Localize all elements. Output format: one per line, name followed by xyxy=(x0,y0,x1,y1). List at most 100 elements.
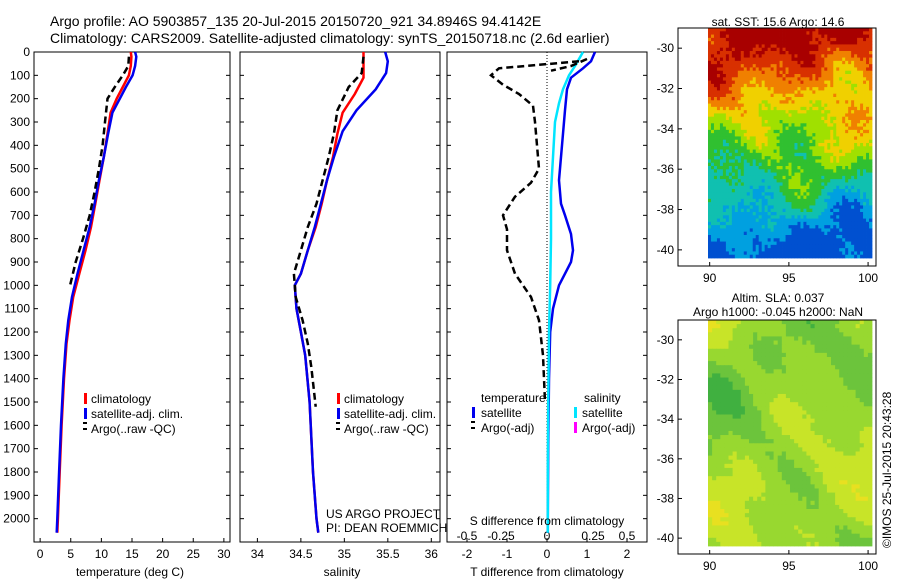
map-cell xyxy=(806,44,810,49)
map-cell xyxy=(740,369,746,374)
map-cell xyxy=(713,166,718,170)
map-cell xyxy=(814,381,820,387)
map-cell xyxy=(743,208,748,213)
map-cell xyxy=(822,320,828,325)
map-cell xyxy=(851,126,855,131)
map-cell xyxy=(785,221,789,226)
map-cell xyxy=(755,113,760,118)
map-cell xyxy=(744,373,750,378)
map-cell xyxy=(761,70,766,75)
map-cell xyxy=(794,361,799,366)
map-cell xyxy=(830,185,834,190)
map-cell xyxy=(830,202,834,206)
map-cell xyxy=(800,228,804,233)
map-cell xyxy=(764,149,769,154)
map-cell xyxy=(773,328,779,333)
map-cell xyxy=(830,67,834,72)
map-cell xyxy=(749,406,754,411)
map-cell xyxy=(725,47,730,52)
map-cell xyxy=(734,156,739,160)
map-cell xyxy=(866,67,870,72)
map-cell xyxy=(743,51,748,55)
map-cell xyxy=(740,344,746,350)
map-cell xyxy=(857,189,861,193)
map-cell xyxy=(794,189,798,193)
map-cell xyxy=(818,235,822,239)
map-cell xyxy=(859,320,865,325)
map-cell xyxy=(857,51,861,55)
map-cell xyxy=(821,208,825,213)
map-cell xyxy=(716,83,721,88)
map-cell xyxy=(809,93,813,98)
map-cell xyxy=(854,146,858,150)
map-cell xyxy=(731,41,736,45)
map-cell xyxy=(857,248,861,252)
map-cell xyxy=(791,31,795,35)
map-cell xyxy=(779,106,783,111)
map-cell xyxy=(824,64,828,68)
map-cell xyxy=(770,228,774,233)
map-cell xyxy=(708,103,712,108)
map-cell xyxy=(814,320,820,325)
map-cell xyxy=(824,185,828,190)
map-cell xyxy=(851,231,855,236)
map-cell xyxy=(848,228,852,233)
map-cell xyxy=(845,169,849,173)
map-cell xyxy=(725,67,730,72)
map-cell xyxy=(839,103,843,108)
map-cell xyxy=(855,381,861,387)
map-cell xyxy=(860,241,864,246)
map-cell xyxy=(854,136,858,141)
map-cell xyxy=(827,143,831,147)
map-cell xyxy=(743,31,748,35)
map-cell xyxy=(839,110,843,114)
map-cell xyxy=(708,156,712,160)
map-cell xyxy=(845,244,849,249)
map-cell xyxy=(773,352,779,358)
map-cell xyxy=(767,70,772,75)
map-cell xyxy=(736,356,742,362)
map-cell xyxy=(833,93,837,98)
map-cell xyxy=(758,244,763,249)
map-cell xyxy=(740,67,745,72)
map-cell xyxy=(746,90,751,95)
map-cell xyxy=(857,228,861,233)
map-cell xyxy=(708,159,712,164)
map-cell xyxy=(831,344,836,350)
map-cell xyxy=(809,175,813,180)
map-cell xyxy=(797,126,801,131)
map-cell xyxy=(860,215,864,219)
map-cell xyxy=(867,381,873,387)
map-cell xyxy=(713,212,718,216)
map-cell xyxy=(794,77,798,81)
map-cell xyxy=(773,47,777,52)
map-cell xyxy=(848,103,852,108)
map-cell xyxy=(743,241,748,246)
map-cell xyxy=(860,100,864,104)
map-cell xyxy=(857,149,861,154)
map-cell xyxy=(800,156,804,160)
map-cell xyxy=(845,205,849,210)
map-cell xyxy=(773,74,777,78)
map-cell xyxy=(821,175,825,180)
map-cell xyxy=(812,133,816,137)
map-cell xyxy=(716,189,721,193)
map-cell xyxy=(785,244,789,249)
map-cell xyxy=(812,189,816,193)
map-cell xyxy=(708,126,712,131)
map-cell xyxy=(845,103,849,108)
map-cell xyxy=(867,328,873,333)
map-cell xyxy=(746,60,751,65)
map-cell xyxy=(716,251,721,256)
map-cell xyxy=(845,120,849,124)
map-cell xyxy=(848,146,852,150)
x-tick-label: 0 xyxy=(37,547,44,561)
map-cell xyxy=(731,175,736,180)
map-cell xyxy=(809,87,813,91)
map-cell xyxy=(851,175,855,180)
map-cell xyxy=(863,228,867,233)
map-cell xyxy=(773,225,777,229)
map-cell xyxy=(769,340,774,346)
map-cell xyxy=(812,202,816,206)
map-cell xyxy=(708,129,712,134)
